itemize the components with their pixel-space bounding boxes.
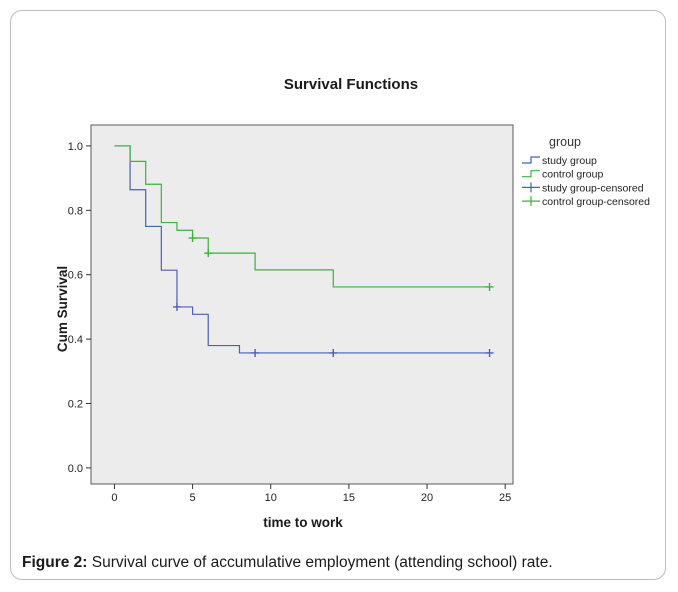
x-tick-label: 5 xyxy=(190,492,196,504)
x-tick-label: 0 xyxy=(111,492,117,504)
censor-mark xyxy=(329,348,338,357)
censor-mark xyxy=(204,249,213,258)
caption-label: Figure 2: xyxy=(22,554,88,571)
figure-caption: Figure 2: Survival curve of accumulative… xyxy=(22,554,553,572)
censor-mark xyxy=(251,348,260,357)
legend-item-label: study group xyxy=(542,155,597,167)
legend-swatch xyxy=(522,156,540,164)
censor-mark xyxy=(485,348,494,357)
x-tick-label: 10 xyxy=(265,492,277,504)
chart-title: Survival Functions xyxy=(284,76,418,93)
y-tick-label: 0.4 xyxy=(68,334,83,346)
plot-area xyxy=(90,124,514,485)
y-tick-label: 0.8 xyxy=(68,205,83,217)
x-tick-label: 25 xyxy=(499,492,511,504)
censor-mark xyxy=(485,282,494,291)
y-axis-label: Cum Survival xyxy=(55,266,70,352)
legend-swatch xyxy=(522,196,540,207)
series-line-0 xyxy=(114,145,490,354)
legend-item-label: study group-censored xyxy=(542,182,644,194)
y-tick-label: 0.0 xyxy=(68,463,83,475)
series-lines xyxy=(114,145,494,357)
legend-item-label: control group-censored xyxy=(542,196,650,208)
y-tick-label: 0.6 xyxy=(68,270,83,282)
legend-title: group xyxy=(549,135,581,149)
x-tick-label: 15 xyxy=(343,492,355,504)
caption-text: Survival curve of accumulative employmen… xyxy=(87,554,553,571)
censor-mark xyxy=(172,302,181,311)
legend-swatch xyxy=(522,170,540,178)
legend-swatch xyxy=(522,182,540,193)
series-line-1 xyxy=(114,145,490,288)
y-tick-label: 1.0 xyxy=(68,141,83,153)
y-tick-label: 0.2 xyxy=(68,399,83,411)
axes: 0.0 0.2 0.4 0.6 0.8 1.0 0 5 10 15 20 25 xyxy=(68,141,512,504)
censor-mark xyxy=(188,234,197,243)
x-tick-label: 20 xyxy=(421,492,433,504)
legend-item-label: control group xyxy=(542,169,603,181)
x-axis-label: time to work xyxy=(263,515,343,530)
